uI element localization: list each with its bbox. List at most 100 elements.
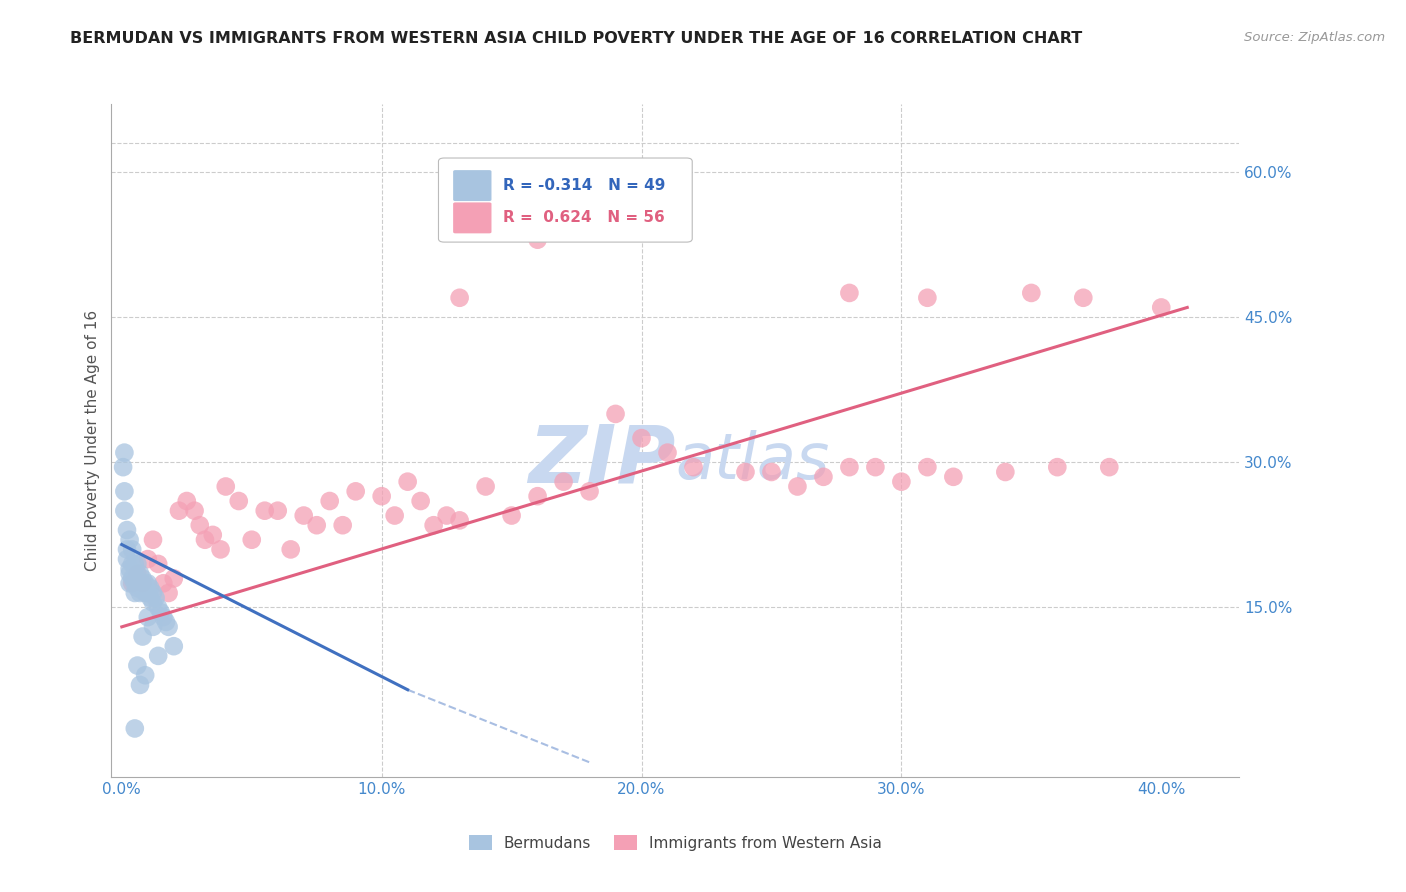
Point — [163, 571, 186, 585]
Point — [112, 460, 135, 475]
Point — [917, 291, 939, 305]
Point — [112, 504, 135, 518]
Point — [152, 576, 174, 591]
Point — [657, 445, 679, 459]
Point — [148, 557, 170, 571]
Text: BERMUDAN VS IMMIGRANTS FROM WESTERN ASIA CHILD POVERTY UNDER THE AGE OF 16 CORRE: BERMUDAN VS IMMIGRANTS FROM WESTERN ASIA… — [70, 31, 1083, 46]
Point — [145, 591, 167, 605]
Point — [157, 586, 180, 600]
Point — [136, 610, 159, 624]
Point — [332, 518, 354, 533]
Text: R =  0.624   N = 56: R = 0.624 N = 56 — [503, 211, 665, 226]
Point — [1098, 460, 1121, 475]
Point — [318, 494, 340, 508]
Point — [167, 504, 190, 518]
Point — [1046, 460, 1069, 475]
Point — [917, 460, 939, 475]
Point — [131, 576, 153, 591]
Point — [215, 479, 238, 493]
Point — [124, 576, 146, 591]
Point — [142, 586, 165, 600]
Point — [115, 552, 138, 566]
Legend: Bermudans, Immigrants from Western Asia: Bermudans, Immigrants from Western Asia — [463, 829, 889, 856]
Point — [1071, 291, 1094, 305]
Point — [605, 407, 627, 421]
Point — [240, 533, 263, 547]
Point — [124, 586, 146, 600]
Point — [865, 460, 887, 475]
Point — [1021, 285, 1043, 300]
FancyBboxPatch shape — [453, 170, 492, 201]
FancyBboxPatch shape — [453, 202, 492, 234]
Point — [449, 513, 471, 527]
Point — [578, 484, 600, 499]
Point — [139, 581, 162, 595]
Text: R = -0.314   N = 49: R = -0.314 N = 49 — [503, 178, 665, 193]
Point — [142, 596, 165, 610]
Point — [163, 639, 186, 653]
Point — [155, 615, 177, 629]
Point — [121, 576, 143, 591]
Point — [118, 562, 141, 576]
Point — [267, 504, 290, 518]
Point — [127, 571, 149, 585]
Point — [131, 571, 153, 585]
Point — [449, 291, 471, 305]
Point — [136, 576, 159, 591]
Point — [838, 285, 860, 300]
Point — [734, 465, 756, 479]
Point — [131, 581, 153, 595]
Point — [422, 518, 444, 533]
Point — [127, 658, 149, 673]
Point — [118, 576, 141, 591]
Point — [201, 528, 224, 542]
Text: ZIP: ZIP — [527, 422, 675, 500]
Point — [253, 504, 276, 518]
Point — [305, 518, 328, 533]
Point — [129, 576, 152, 591]
Point — [526, 233, 548, 247]
Point — [115, 523, 138, 537]
Point — [194, 533, 217, 547]
Point — [129, 678, 152, 692]
Point — [942, 470, 965, 484]
Point — [890, 475, 912, 489]
Point — [142, 533, 165, 547]
Point — [112, 445, 135, 459]
Y-axis label: Child Poverty Under the Age of 16: Child Poverty Under the Age of 16 — [86, 310, 100, 571]
Point — [148, 600, 170, 615]
Point — [280, 542, 302, 557]
Text: Source: ZipAtlas.com: Source: ZipAtlas.com — [1244, 31, 1385, 45]
Point — [112, 484, 135, 499]
Point — [370, 489, 392, 503]
Point — [553, 475, 575, 489]
Point — [157, 620, 180, 634]
Point — [118, 533, 141, 547]
Point — [188, 518, 211, 533]
Point — [115, 542, 138, 557]
Point — [292, 508, 315, 523]
Point — [396, 475, 419, 489]
Point — [148, 648, 170, 663]
Point — [384, 508, 406, 523]
Point — [152, 610, 174, 624]
FancyBboxPatch shape — [439, 158, 692, 242]
Point — [134, 576, 156, 591]
Point — [124, 722, 146, 736]
Point — [142, 620, 165, 634]
Point — [136, 552, 159, 566]
Point — [994, 465, 1017, 479]
Point — [129, 566, 152, 581]
Text: atlas: atlas — [675, 430, 830, 491]
Point — [1150, 301, 1173, 315]
Point — [127, 581, 149, 595]
Point — [344, 484, 367, 499]
Point — [136, 586, 159, 600]
Point — [149, 605, 172, 619]
Point — [409, 494, 432, 508]
Point — [124, 557, 146, 571]
Point — [134, 586, 156, 600]
Point — [121, 557, 143, 571]
Point — [526, 489, 548, 503]
Point — [129, 586, 152, 600]
